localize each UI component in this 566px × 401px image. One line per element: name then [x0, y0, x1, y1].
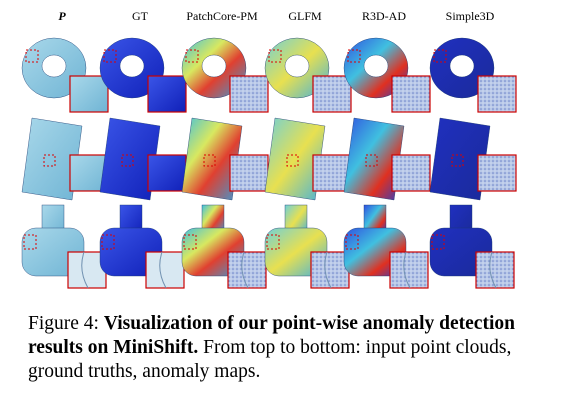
edge-line [241, 251, 249, 289]
plate [343, 117, 405, 201]
zoom-inset [310, 251, 350, 289]
caption-label: Figure 4: [28, 313, 99, 334]
plate [21, 117, 83, 201]
zoom-inset [227, 251, 267, 289]
anomaly-marker [43, 154, 56, 167]
column-headers: P GT PatchCore-PM GLFM R3D-AD Simple3D [58, 9, 494, 23]
anomaly-marker [286, 154, 299, 167]
zoom-inset [147, 75, 187, 113]
caption-text: From top to bottom: input point clouds, … [28, 337, 512, 382]
zoom-inset [69, 75, 109, 113]
anomaly-marker [345, 234, 359, 250]
edge-line [324, 251, 332, 289]
anomaly-marker [266, 234, 280, 250]
anomaly-marker [365, 154, 378, 167]
column-header: PatchCore-PM [186, 9, 258, 23]
zoom-inset [229, 154, 269, 192]
column-header: GT [132, 9, 149, 23]
zoom-inset [391, 154, 431, 192]
anomaly-marker [25, 49, 39, 63]
anomaly-marker [451, 154, 464, 167]
caption: Figure 4: Visualization of our point-wis… [28, 312, 540, 384]
plate [99, 117, 161, 201]
anomaly-marker [203, 154, 216, 167]
zoom-inset [477, 75, 517, 113]
anomaly-marker [121, 154, 134, 167]
zoom-inset [391, 75, 431, 113]
anomaly-marker [103, 49, 117, 63]
zoom-inset [312, 75, 352, 113]
figure: P GT PatchCore-PM GLFM R3D-AD Simple3D [21, 9, 517, 289]
anomaly-marker [183, 234, 197, 250]
column-header: R3D-AD [362, 9, 406, 23]
caption-bold: Visualization of our point-wise anomaly … [28, 313, 515, 358]
edge-line [403, 251, 411, 289]
anomaly-marker [347, 49, 361, 63]
zoom-inset [477, 154, 517, 192]
anomaly-marker [101, 234, 115, 250]
anomaly-marker [23, 234, 37, 250]
zoom-inset [389, 251, 429, 289]
plate [264, 117, 326, 201]
zoom-inset [475, 251, 515, 289]
column-header: P [58, 9, 66, 23]
edge-line [489, 251, 497, 289]
column-header: GLFM [288, 9, 322, 23]
zoom-inset [229, 75, 269, 113]
anomaly-marker [433, 49, 447, 63]
plate [429, 117, 491, 201]
edge-line [81, 251, 89, 289]
anomaly-marker [431, 234, 445, 250]
column-header: Simple3D [446, 9, 495, 23]
anomaly-marker [185, 49, 199, 63]
plate [181, 117, 243, 201]
anomaly-marker [268, 49, 282, 63]
zoom-inset [145, 251, 185, 289]
edge-line [159, 251, 167, 289]
zoom-inset [147, 154, 187, 192]
cells [21, 37, 517, 289]
